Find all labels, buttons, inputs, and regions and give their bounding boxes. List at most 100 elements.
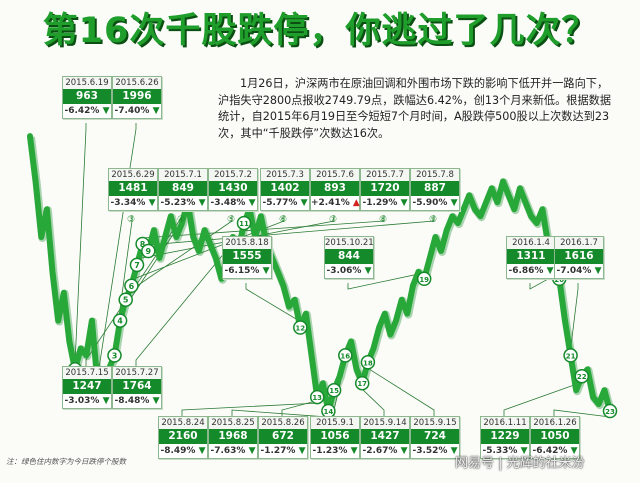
event-box: 2016.1.26 1050 -6.42% ▼ [530, 416, 580, 459]
event-limit-down-count: 1720 [361, 181, 409, 196]
event-marker-number: 4 [117, 317, 123, 326]
down-arrow-icon: ▼ [245, 446, 256, 456]
down-arrow-icon: ▼ [145, 198, 156, 208]
event-box: 2015.7.15 1247 -3.03% ▼ [62, 366, 112, 409]
event-change: -8.48% ▼ [113, 394, 161, 408]
event-marker [293, 320, 308, 335]
event-connector [114, 215, 133, 350]
event-box: 2015.7.27 1764 -8.48% ▼ [112, 366, 162, 409]
event-limit-down-count: 1764 [113, 379, 161, 394]
event-box: 2015.7.3 1402 -5.77% ▼ [260, 168, 310, 211]
event-date: 2015.6.19 [63, 77, 111, 89]
down-arrow-icon: ▼ [99, 106, 110, 116]
event-change-value: -7.63% [210, 446, 246, 456]
event-date: 2015.8.25 [209, 417, 257, 429]
event-change: -2.67% ▼ [361, 444, 409, 458]
event-date: 2015.7.2 [209, 169, 257, 181]
event-limit-down-count: 1247 [63, 379, 111, 394]
event-box: 2015.8.25 1968 -7.63% ▼ [208, 416, 258, 459]
footnote: 注：绿色住内数字为今日跌停个股数 [6, 457, 126, 466]
event-date: 2015.7.6 [311, 169, 359, 181]
event-marker-number: 19 [419, 276, 429, 284]
event-date: 2016.1.7 [555, 237, 603, 249]
event-change: -7.40% ▼ [113, 104, 161, 118]
event-box: 2015.7.7 1720 -1.29% ▼ [360, 168, 410, 211]
down-arrow-icon: ▼ [149, 396, 160, 406]
event-marker [416, 271, 432, 287]
event-limit-down-count: 1555 [223, 249, 271, 264]
event-date: 2016.1.4 [507, 237, 555, 249]
event-date: 2015.9.15 [411, 417, 459, 429]
event-marker [574, 368, 590, 384]
event-change: -1.23% ▼ [311, 444, 359, 458]
event-change: +2.41% ▲ [311, 196, 360, 210]
event-marker-number: 14 [324, 408, 334, 416]
event-circled-number: ⑤ [227, 215, 236, 225]
event-circled-number: ⑧ [379, 215, 388, 225]
event-connector [125, 215, 233, 295]
event-marker [107, 348, 122, 363]
event-connector [97, 123, 137, 378]
event-change-value: -3.52% [412, 446, 448, 456]
event-date: 2015.9.1 [311, 417, 359, 429]
down-arrow-icon: ▼ [195, 198, 206, 208]
event-connector [367, 367, 435, 416]
event-limit-down-count: 963 [63, 89, 111, 104]
event-box: 2015.7.8 887 -5.90% ▼ [410, 168, 460, 211]
event-limit-down-count: 1616 [555, 249, 603, 264]
down-arrow-icon: ▼ [567, 446, 578, 456]
down-arrow-icon: ▼ [447, 198, 458, 208]
event-limit-down-count: 1229 [481, 429, 529, 444]
event-box: 2015.8.26 672 -1.27% ▼ [258, 416, 308, 459]
event-marker-number: 12 [295, 325, 305, 333]
event-marker [118, 292, 133, 307]
event-limit-down-count: 1996 [113, 89, 161, 104]
event-limit-down-count: 2160 [159, 429, 207, 444]
event-change: -8.49% ▼ [159, 444, 207, 458]
event-box: 2015.7.6 893 +2.41% ▲ [310, 168, 360, 211]
event-date: 2015.8.24 [159, 417, 207, 429]
event-change: -5.77% ▼ [261, 196, 309, 210]
event-marker-number: 18 [363, 359, 373, 367]
event-box: 2016.1.11 1229 -5.33% ▼ [480, 416, 530, 459]
event-change: -1.29% ▼ [361, 196, 409, 210]
down-arrow-icon: ▼ [591, 266, 602, 276]
down-arrow-icon: ▼ [297, 198, 308, 208]
event-connector [142, 215, 385, 239]
event-connector [135, 228, 245, 366]
event-connector [347, 272, 425, 290]
event-marker-number: 17 [357, 380, 367, 388]
event-connector [85, 208, 189, 366]
event-box: 2015.7.2 1430 -3.48% ▼ [208, 168, 258, 211]
event-marker [309, 389, 325, 405]
event-date: 2016.1.26 [531, 417, 579, 429]
event-change-value: -3.34% [110, 198, 146, 208]
event-marker [129, 257, 145, 273]
event-marker [124, 278, 139, 294]
event-date: 2016.1.11 [481, 417, 529, 429]
event-change: -3.52% ▼ [411, 444, 459, 458]
event-date: 2015.9.14 [361, 417, 409, 429]
event-limit-down-count: 672 [259, 429, 307, 444]
event-change-value: -5.90% [412, 198, 448, 208]
event-date: 2015.8.18 [223, 237, 271, 249]
event-date: 2015.10.21 [325, 237, 374, 249]
event-marker-number: 16 [340, 352, 350, 360]
event-connector [570, 283, 579, 350]
event-change: -5.90% ▼ [411, 196, 459, 210]
event-box: 2015.10.21 844 -3.06% ▼ [324, 236, 374, 279]
event-date: 2015.7.15 [63, 367, 111, 379]
event-marker-number: 9 [146, 247, 152, 256]
event-change: -7.63% ▼ [209, 444, 257, 458]
event-marker [112, 313, 128, 328]
event-change-value: -7.04% [556, 266, 592, 276]
event-box: 2015.8.24 2160 -8.49% ▼ [158, 416, 208, 459]
event-change: -3.48% ▼ [209, 196, 257, 210]
event-date: 2015.7.3 [261, 169, 309, 181]
event-change-value: -1.23% [312, 446, 348, 456]
event-marker-number: 13 [312, 394, 322, 402]
event-date: 2015.7.1 [159, 169, 207, 181]
event-date: 2015.6.26 [113, 77, 161, 89]
event-connector [245, 283, 301, 322]
